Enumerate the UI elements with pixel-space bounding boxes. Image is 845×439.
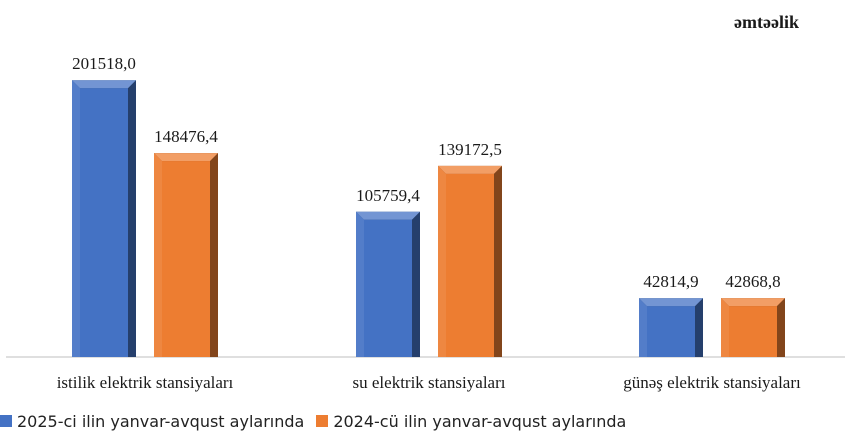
category-label-1: istilik elektrik stansiyaları	[57, 373, 234, 392]
data-label-2025-3: 42814,9	[643, 272, 698, 291]
legend-item-2024: 2024-cü ilin yanvar-avqust aylarında	[316, 412, 626, 431]
bar-bevel-top-c2s0	[639, 298, 703, 307]
bar-face-c2s1	[729, 306, 777, 357]
bar-bevel-right-c0s0	[128, 80, 136, 358]
category-label-3: günəş elektrik stansiyaları	[623, 373, 801, 392]
bar-bevel-left-c1s1	[438, 165, 446, 357]
bar-bevel-right-c0s1	[210, 153, 218, 357]
bar-bevel-left-c2s1	[721, 298, 729, 357]
data-label-2024-1: 148476,4	[154, 127, 218, 146]
bar-bevel-top-c1s0	[356, 211, 420, 220]
legend-item-2025: 2025-ci ilin yanvar-avqust aylarında	[0, 412, 304, 431]
legend: 2025-ci ilin yanvar-avqust aylarında 202…	[0, 408, 638, 434]
bar-bevel-right-c1s0	[412, 211, 420, 357]
bar-bevel-right-c2s1	[777, 298, 785, 357]
bar-bevel-top-c0s0	[72, 80, 136, 89]
bar-bevel-top-c1s1	[438, 165, 502, 174]
bar-bevel-right-c1s1	[494, 165, 502, 357]
bar-bevel-left-c0s0	[72, 80, 80, 358]
bar-bevel-top-c0s1	[154, 153, 218, 162]
data-label-2025-1: 201518,0	[72, 54, 136, 73]
bar-face-c2s0	[647, 306, 695, 357]
data-label-2025-2: 105759,4	[356, 186, 420, 205]
bar-bevel-left-c0s1	[154, 153, 162, 357]
legend-label-2025: 2025-ci ilin yanvar-avqust aylarında	[17, 411, 305, 431]
category-label-2: su elektrik stansiyaları	[353, 373, 506, 392]
legend-swatch-2024	[316, 415, 329, 427]
bar-bevel-right-c2s0	[695, 298, 703, 357]
bar-chart: 201518,0 148476,4 istilik elektrik stansiy…	[6, 54, 845, 392]
bar-face-c1s1	[446, 173, 494, 357]
data-label-2024-3: 42868,8	[725, 272, 780, 291]
bar-face-c0s1	[162, 161, 210, 357]
legend-swatch-2025	[0, 415, 12, 427]
bar-bevel-top-c2s1	[721, 298, 785, 307]
bar-bevel-left-c2s0	[639, 298, 647, 357]
bar-face-c1s0	[364, 219, 412, 357]
data-label-2024-2: 139172,5	[438, 140, 502, 159]
legend-label-2024: 2024-cü ilin yanvar-avqust aylarında	[333, 411, 627, 431]
bar-bevel-left-c1s0	[356, 211, 364, 357]
unit-label: əmtəəlik	[734, 12, 799, 32]
bar-face-c0s0	[80, 88, 128, 358]
